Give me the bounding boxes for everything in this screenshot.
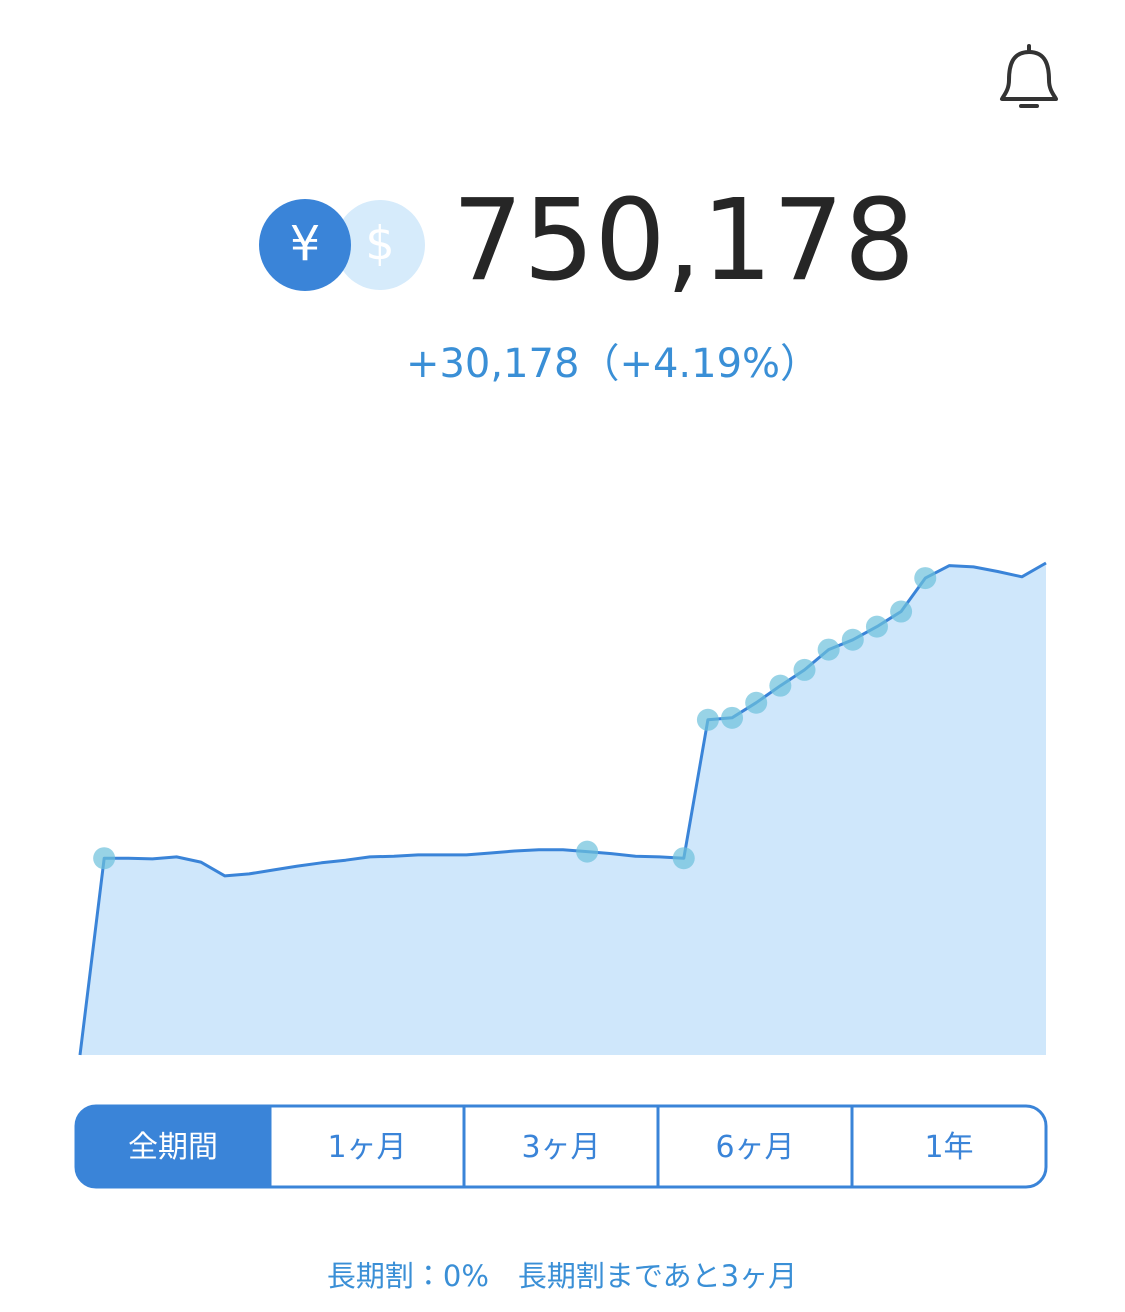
dollar-symbol: $: [365, 217, 394, 271]
deposit-marker: [576, 840, 599, 863]
deposit-marker: [793, 658, 816, 681]
period-tab[interactable]: 1ヶ月: [327, 1130, 406, 1165]
period-tab[interactable]: 6ヶ月: [715, 1130, 794, 1165]
deposit-marker: [696, 708, 719, 731]
deposit-marker: [890, 600, 913, 623]
deposit-marker: [817, 638, 840, 661]
dollar-coin[interactable]: [335, 200, 425, 290]
footer-note: 長期割：0% 長期割まであと3ヶ月: [327, 1259, 797, 1293]
period-tab[interactable]: 1年: [924, 1130, 973, 1165]
total-value: 750,178: [452, 176, 915, 306]
deposit-marker: [745, 691, 768, 714]
active-tab-bg: [76, 1106, 270, 1187]
yen-coin[interactable]: [259, 199, 351, 291]
deposit-marker: [672, 847, 695, 870]
deposit-marker: [865, 615, 888, 638]
chart: [78, 561, 1047, 1056]
deposit-marker: [914, 567, 937, 590]
deposit-marker: [769, 674, 792, 697]
area-fill: [80, 563, 1046, 1055]
period-tabs: 全期間 1ヶ月 3ヶ月 6ヶ月 1年: [74, 1104, 1048, 1189]
deposit-marker: [841, 628, 864, 651]
period-tab[interactable]: 3ヶ月: [521, 1130, 600, 1165]
change-value: +30,178（+4.19%）: [406, 341, 820, 387]
bell-button[interactable]: [1000, 44, 1058, 108]
bell-icon: [1000, 50, 1058, 101]
tabs-border: [74, 1104, 1048, 1189]
deposit-marker: [721, 706, 744, 729]
deposit-marker: [93, 847, 116, 870]
yen-symbol: ¥: [290, 216, 321, 272]
period-tab[interactable]: 全期間: [128, 1130, 218, 1165]
